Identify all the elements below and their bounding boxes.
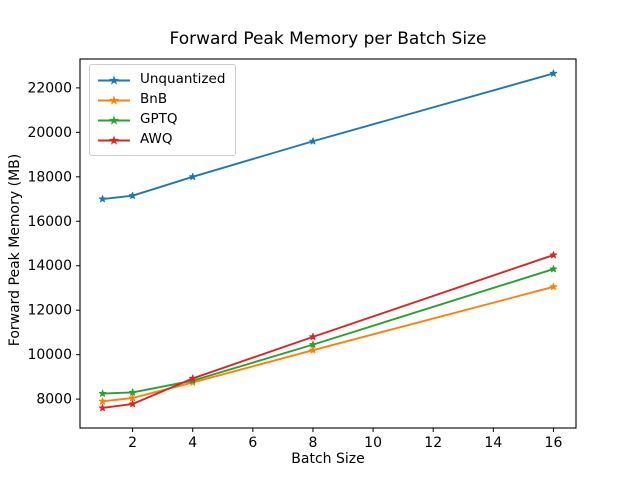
legend-star-icon — [109, 114, 119, 125]
legend-label-gptq: GPTQ — [140, 111, 178, 128]
legend-item-gptq: GPTQ — [97, 110, 225, 130]
x-tick-label: 10 — [364, 435, 382, 451]
legend-swatch-bnb-icon — [98, 94, 130, 105]
marker-bnb-x2 — [128, 394, 137, 402]
marker-gptq-x1 — [98, 389, 107, 397]
marker-unquantized-x1 — [98, 195, 107, 203]
y-axis-label: Forward Peak Memory (MB) — [7, 153, 23, 347]
x-tick-label: 4 — [188, 435, 197, 451]
legend-label-bnb: BnB — [140, 91, 168, 108]
legend-item-bnb: BnB — [97, 90, 225, 110]
legend-label-unquantized: Unquantized — [140, 71, 226, 88]
marker-bnb-x8 — [309, 346, 317, 354]
y-tick-label: 10000 — [27, 347, 72, 363]
marker-unquantized-x8 — [309, 137, 317, 145]
legend-item-awq: AWQ — [97, 130, 225, 150]
marker-unquantized-x16 — [549, 69, 558, 77]
marker-bnb-x1 — [98, 397, 107, 405]
x-tick-label: 14 — [484, 435, 502, 451]
marker-gptq-x8 — [309, 340, 317, 348]
marker-awq-x2 — [128, 400, 137, 408]
legend-swatch-gptq-icon — [98, 114, 130, 125]
x-tick-label: 12 — [424, 435, 442, 451]
legend-swatch-unquantized-icon — [98, 74, 130, 85]
x-tick-label: 16 — [545, 435, 563, 451]
marker-unquantized-x2 — [128, 191, 137, 199]
y-tick-label: 18000 — [27, 169, 72, 185]
marker-awq-x16 — [549, 251, 558, 259]
legend: Unquantized BnB GPTQ AWQ — [89, 64, 237, 156]
y-tick-label: 8000 — [36, 392, 72, 408]
y-tick-label: 20000 — [27, 125, 72, 141]
marker-bnb-x16 — [549, 282, 558, 291]
legend-item-unquantized: Unquantized — [97, 70, 225, 90]
y-tick-label: 22000 — [27, 80, 72, 96]
marker-gptq-x16 — [549, 265, 558, 273]
marker-awq-x8 — [309, 332, 317, 341]
marker-unquantized-x4 — [188, 172, 197, 181]
marker-awq-x4 — [188, 374, 197, 382]
x-tick-label: 6 — [248, 435, 257, 451]
legend-star-icon — [109, 94, 119, 105]
legend-star-icon — [109, 74, 119, 85]
x-tick-label: 2 — [128, 435, 137, 451]
legend-star-icon — [109, 134, 119, 145]
axes-spines — [79, 58, 577, 429]
x-tick-label: 8 — [309, 435, 318, 451]
marker-awq-x1 — [98, 404, 107, 412]
marker-gptq-x2 — [128, 388, 137, 396]
y-tick-label: 16000 — [27, 214, 72, 230]
y-tick-label: 14000 — [27, 258, 72, 274]
x-axis-label: Batch Size — [291, 451, 365, 467]
y-tick-label: 12000 — [27, 303, 72, 319]
legend-swatch-awq-icon — [98, 134, 130, 145]
chart-title: Forward Peak Memory per Batch Size — [169, 29, 487, 49]
legend-label-awq: AWQ — [140, 131, 173, 148]
